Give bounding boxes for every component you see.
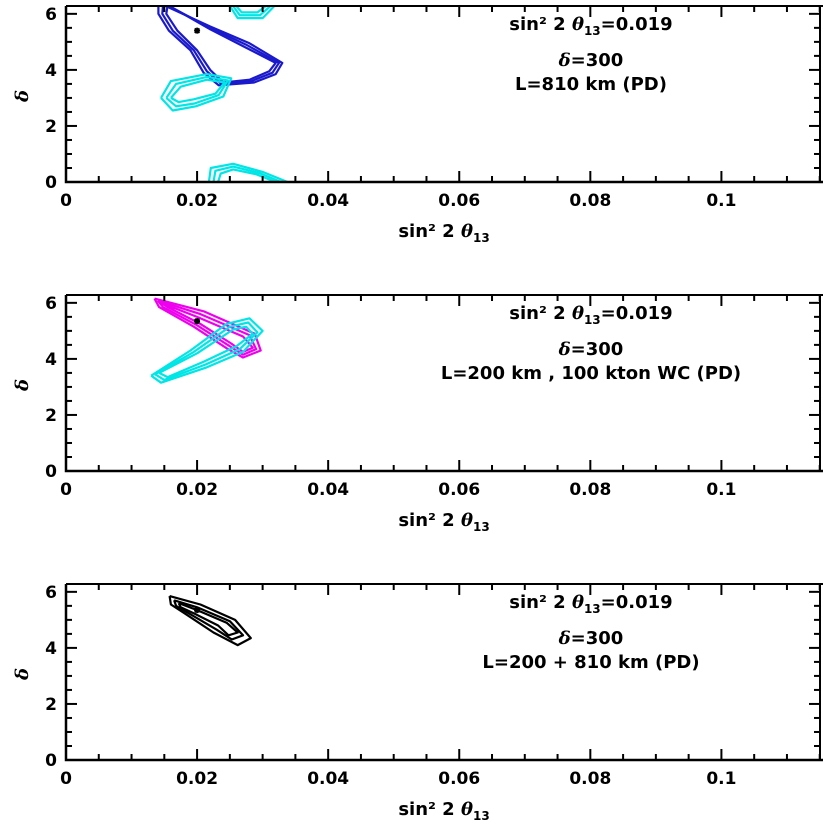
annotation-line3: L=200 km , 100 kton WC (PD): [441, 363, 741, 384]
y-tick-label: 6: [45, 5, 57, 25]
contour-upper-left-1: [165, 6, 277, 84]
annotation-line1: sin² 2 θ13=0.019: [509, 303, 672, 327]
x-tick-label: 0.08: [569, 191, 611, 211]
x-tick-label: 0.02: [176, 480, 218, 500]
contour-middle-lobe-2: [165, 75, 229, 108]
y-axis-title: δ: [12, 379, 33, 392]
annotation-line2: δ=300: [558, 628, 624, 649]
contour-upper-band-2: [156, 299, 258, 356]
contour-lower-band-3: [150, 317, 264, 384]
x-tick-label: 0: [60, 769, 72, 789]
y-tick-label: 4: [45, 639, 57, 659]
x-tick-label: 0.04: [307, 191, 349, 211]
y-tick-label: 4: [45, 350, 57, 370]
contour-group: [168, 595, 252, 647]
contour-lower-band-1: [158, 325, 254, 379]
x-tick-label: 0.02: [176, 769, 218, 789]
contour-upper-left-2: [161, 6, 281, 85]
y-tick-label: 2: [45, 695, 57, 715]
x-tick-label: 0.1: [706, 480, 736, 500]
y-tick-label: 0: [45, 173, 57, 193]
y-tick-label: 6: [45, 294, 57, 314]
x-tick-label: 0.1: [706, 191, 736, 211]
y-tick-label: 2: [45, 117, 57, 137]
x-tick-label: 0: [60, 191, 72, 211]
x-tick-label: 0.04: [307, 480, 349, 500]
annotation-line1: sin² 2 θ13=0.019: [509, 14, 672, 38]
x-tick-label: 0.06: [438, 769, 480, 789]
contour-single-band-1: [177, 602, 239, 637]
contour-top-edge-3: [228, 6, 276, 20]
chart-panel-2: 0 0.02 0.04 0.06 0.08 0.1 0 2 4 6 sin² 2 θ13 δ sin² …: [12, 294, 823, 534]
contour-upper-band-3: [153, 297, 262, 359]
annotation-line2: δ=300: [558, 50, 624, 71]
y-axis-title: δ: [12, 668, 33, 681]
x-axis-title: sin² 2 θ13: [398, 510, 489, 534]
contour-bottom-edge-2: [212, 165, 282, 182]
x-tick-label: 0.08: [569, 480, 611, 500]
contour-group: [157, 6, 288, 182]
contour-middle-lobe-3: [160, 73, 233, 112]
contour-lower-band-2: [154, 321, 259, 381]
y-axis-title: δ: [12, 90, 33, 103]
contour-single-band-3: [168, 595, 252, 647]
x-axis-title: sin² 2 θ13: [398, 799, 489, 823]
contour-middle-lobe-1: [170, 78, 226, 104]
y-tick-label: 0: [45, 462, 57, 482]
contour-single-band-2: [173, 599, 245, 641]
x-tick-label: 0.04: [307, 769, 349, 789]
true-point-marker: [194, 318, 201, 325]
contour-top-edge-2: [232, 6, 272, 17]
x-tick-label: 0.08: [569, 769, 611, 789]
y-tick-label: 4: [45, 61, 57, 81]
y-tick-label: 0: [45, 751, 57, 771]
true-point-marker: [194, 607, 201, 614]
y-tick-label: 2: [45, 406, 57, 426]
annotation-line1: sin² 2 θ13=0.019: [509, 592, 672, 616]
x-axis-title: sin² 2 θ13: [398, 221, 489, 245]
x-tick-label: 0: [60, 480, 72, 500]
annotation-line2: δ=300: [558, 339, 624, 360]
y-tick-label: 6: [45, 583, 57, 603]
chart-panel-1: 0 0.02 0.04 0.06 0.08 0.1 0 2 4 6 sin² 2 θ13 δ sin² …: [12, 5, 823, 245]
true-point-marker: [194, 27, 201, 34]
x-tick-label: 0.02: [176, 191, 218, 211]
chart-panel-3: 0 0.02 0.04 0.06 0.08 0.1 0 2 4 6 sin² 2 θ13 δ sin² …: [12, 583, 823, 823]
x-tick-label: 0.06: [438, 191, 480, 211]
x-tick-label: 0.1: [706, 769, 736, 789]
x-tick-label: 0.06: [438, 480, 480, 500]
contour-upper-left-3: [157, 6, 284, 87]
contour-bottom-edge-3: [207, 162, 288, 182]
contour-group: [150, 297, 264, 384]
annotation-line3: L=200 + 810 km (PD): [482, 652, 699, 673]
annotation-line3: L=810 km (PD): [515, 74, 667, 95]
